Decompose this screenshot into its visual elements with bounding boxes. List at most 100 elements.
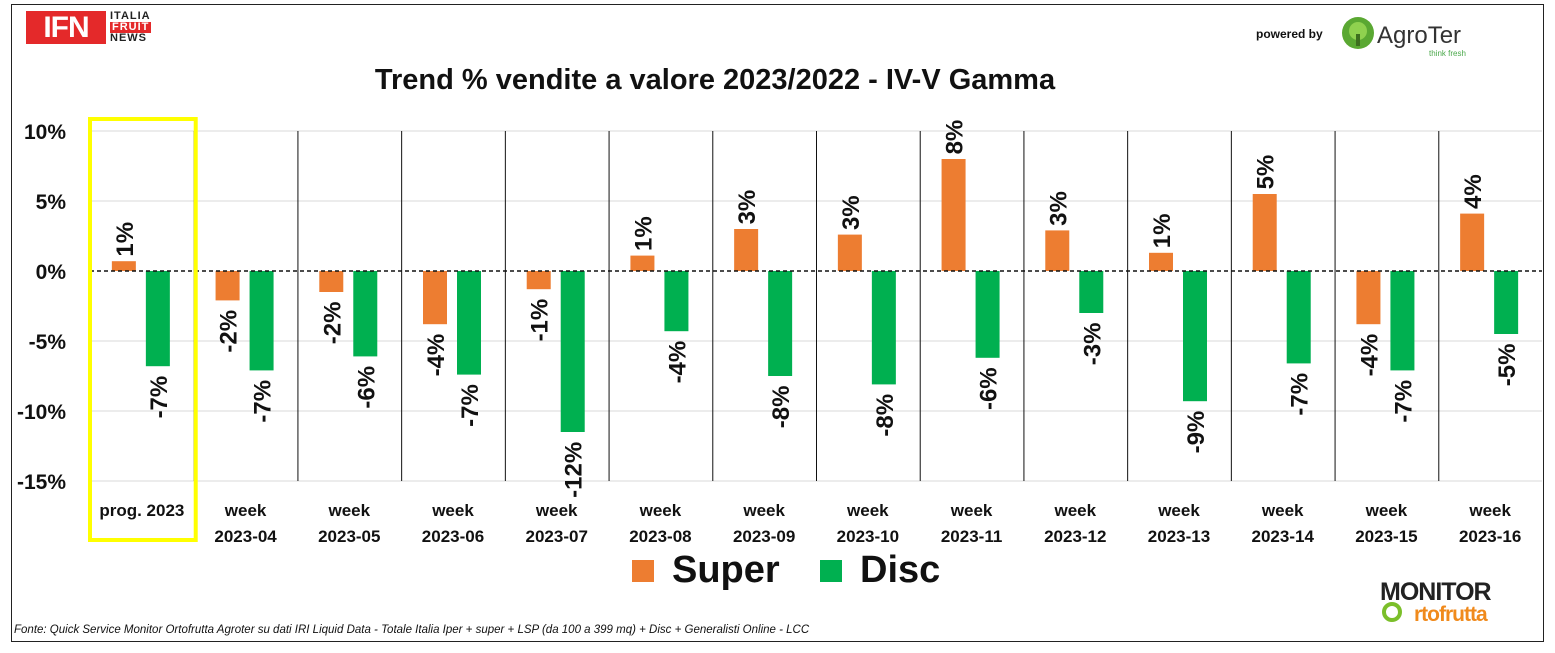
data-label-disc: -3% bbox=[1079, 323, 1106, 366]
x-tick-label: week bbox=[1261, 501, 1304, 520]
bar-super bbox=[1252, 194, 1277, 271]
magnifier-icon bbox=[1382, 602, 1402, 622]
bar-super bbox=[941, 159, 966, 271]
bar-disc bbox=[249, 271, 274, 371]
x-tick-label: 2023-04 bbox=[214, 527, 277, 546]
data-label-super: -2% bbox=[216, 310, 243, 353]
agroter-tagline: think fresh bbox=[1429, 49, 1466, 58]
bar-disc bbox=[1494, 271, 1519, 334]
bar-disc bbox=[145, 271, 170, 367]
bar-disc bbox=[664, 271, 689, 332]
data-label-disc: -12% bbox=[561, 442, 588, 498]
y-tick-label: 0% bbox=[36, 261, 67, 284]
x-tick-label: week bbox=[1157, 501, 1200, 520]
legend-label-disc: Disc bbox=[860, 549, 941, 591]
bar-super bbox=[111, 261, 136, 271]
bar-disc bbox=[1286, 271, 1311, 364]
monitor-logo-bottom: rtofrutta bbox=[1414, 603, 1488, 626]
y-tick-label: 5% bbox=[36, 191, 67, 214]
x-tick-label: 2023-15 bbox=[1355, 527, 1417, 546]
data-label-super: 5% bbox=[1253, 155, 1280, 190]
x-tick-label: week bbox=[742, 501, 785, 520]
x-tick-label: 2023-08 bbox=[629, 527, 691, 546]
x-tick-label: week bbox=[224, 501, 267, 520]
ifn-logo-line-3: NEWS bbox=[110, 32, 147, 44]
x-tick-label: 2023-06 bbox=[422, 527, 484, 546]
ifn-logo-subtitle: ITALIA FRUIT NEWS bbox=[110, 10, 152, 44]
bar-disc bbox=[871, 271, 896, 385]
powered-by-label: powered by bbox=[1256, 27, 1323, 41]
data-label-disc: -7% bbox=[1390, 380, 1417, 423]
y-tick-label: 10% bbox=[24, 121, 66, 144]
bar-super bbox=[630, 255, 655, 271]
data-label-super: 1% bbox=[1149, 214, 1176, 249]
bar-disc bbox=[768, 271, 793, 376]
bar-super bbox=[1045, 230, 1070, 271]
bar-super bbox=[1460, 213, 1485, 271]
data-label-super: 8% bbox=[942, 120, 969, 155]
bar-super bbox=[1356, 271, 1381, 325]
y-tick-label: -5% bbox=[29, 331, 67, 354]
source-note: Fonte: Quick Service Monitor Ortofrutta … bbox=[14, 624, 810, 636]
data-label-super: 4% bbox=[1460, 174, 1487, 209]
x-tick-label: week bbox=[846, 501, 889, 520]
data-label-disc: -8% bbox=[872, 394, 899, 437]
data-label-super: 3% bbox=[734, 190, 761, 225]
data-label-super: 3% bbox=[1045, 191, 1072, 226]
agroter-name: AgroTer bbox=[1377, 22, 1462, 49]
x-tick-label: 2023-10 bbox=[837, 527, 899, 546]
x-tick-label: week bbox=[431, 501, 474, 520]
ifn-logo-line-1: ITALIA bbox=[110, 10, 151, 22]
x-tick-label: week bbox=[950, 501, 993, 520]
data-label-disc: -7% bbox=[146, 376, 173, 419]
data-label-super: 1% bbox=[112, 222, 139, 257]
x-tick-label: week bbox=[639, 501, 682, 520]
data-label-disc: -9% bbox=[1183, 411, 1210, 454]
bar-disc bbox=[1183, 271, 1207, 402]
monitor-ortofrutta-logo: MONITOR rtofrutta bbox=[1380, 578, 1530, 630]
data-label-super: -4% bbox=[1356, 334, 1383, 377]
x-tick-label: 2023-14 bbox=[1252, 527, 1315, 546]
legend-label-super: Super bbox=[672, 549, 780, 591]
data-label-disc: -5% bbox=[1494, 344, 1521, 387]
y-tick-label: -10% bbox=[17, 401, 66, 424]
agroter-logo: AgroTer think fresh bbox=[1341, 16, 1471, 58]
bar-super bbox=[423, 271, 447, 325]
ifn-logo-mark: IFN bbox=[26, 11, 106, 44]
x-tick-label: 2023-12 bbox=[1044, 527, 1106, 546]
data-label-disc: -4% bbox=[664, 341, 691, 384]
x-tick-label: week bbox=[1468, 501, 1511, 520]
data-label-disc: -6% bbox=[976, 367, 1003, 410]
x-tick-label: prog. 2023 bbox=[99, 501, 184, 520]
bar-disc bbox=[1079, 271, 1104, 313]
x-tick-label: 2023-09 bbox=[733, 527, 795, 546]
x-tick-label: 2023-05 bbox=[318, 527, 380, 546]
data-label-super: -4% bbox=[423, 334, 450, 377]
bar-disc bbox=[457, 271, 481, 375]
data-label-super: 3% bbox=[838, 195, 865, 230]
x-tick-label: week bbox=[1053, 501, 1096, 520]
y-tick-label: -15% bbox=[17, 471, 66, 494]
x-tick-label: 2023-13 bbox=[1148, 527, 1210, 546]
chart-title: Trend % vendite a valore 2023/2022 - IV-… bbox=[374, 64, 1056, 96]
bar-disc bbox=[353, 271, 378, 357]
monitor-logo-top: MONITOR bbox=[1380, 578, 1492, 606]
legend-swatch-super bbox=[632, 560, 654, 582]
x-tick-label: week bbox=[1365, 501, 1408, 520]
x-tick-label: week bbox=[327, 501, 370, 520]
highlight-box bbox=[88, 117, 198, 542]
bar-super bbox=[1149, 252, 1173, 271]
data-label-super: 1% bbox=[630, 216, 657, 251]
bar-super bbox=[526, 271, 551, 290]
data-label-disc: -7% bbox=[250, 380, 277, 423]
data-label-disc: -7% bbox=[457, 384, 484, 427]
bar-disc bbox=[560, 271, 585, 432]
bar-super bbox=[215, 271, 240, 301]
data-label-disc: -7% bbox=[1287, 373, 1314, 416]
bar-disc bbox=[975, 271, 1000, 358]
bar-super bbox=[837, 234, 862, 271]
tree-icon bbox=[1342, 17, 1374, 49]
x-tick-label: 2023-07 bbox=[526, 527, 588, 546]
bar-super bbox=[319, 271, 344, 292]
data-label-super: -2% bbox=[319, 302, 346, 345]
